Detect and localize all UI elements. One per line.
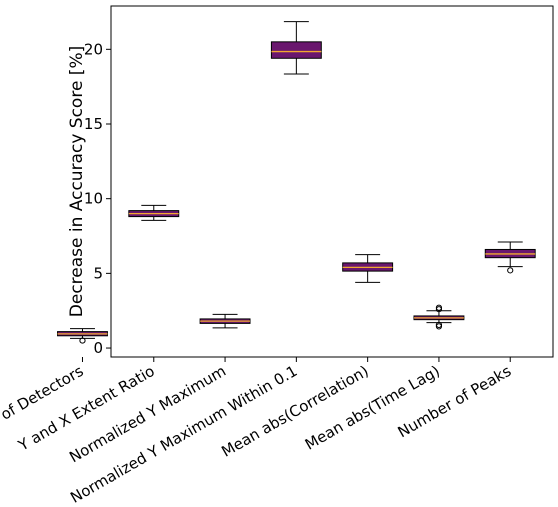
y-ticks-layer: 0 5 10 15 20 <box>84 40 111 357</box>
plot-area-frame <box>110 5 554 358</box>
box-group <box>413 304 465 330</box>
outlier-point <box>507 267 514 274</box>
outlier-point <box>79 337 86 344</box>
box-group <box>270 21 322 75</box>
box-group <box>199 313 251 329</box>
y-tick-label: 0 <box>93 339 103 357</box>
outlier-point <box>435 304 443 311</box>
y-tick-label: 5 <box>93 264 103 282</box>
box-iqr <box>270 41 322 59</box>
y-tick-label: 15 <box>84 115 103 133</box>
y-tick-label: 10 <box>84 190 103 208</box>
box-group <box>128 204 180 221</box>
outlier-point <box>435 321 443 328</box>
x-tick-label: Mean abs(Time Lag) <box>302 362 443 454</box>
box-group <box>57 328 108 344</box>
box-group <box>342 254 394 283</box>
y-tick-label: 20 <box>84 40 103 58</box>
box-group <box>484 241 536 274</box>
boxes-layer <box>57 21 536 344</box>
y-axis-label: Decrease in Accuracy Score [%] <box>67 46 87 317</box>
